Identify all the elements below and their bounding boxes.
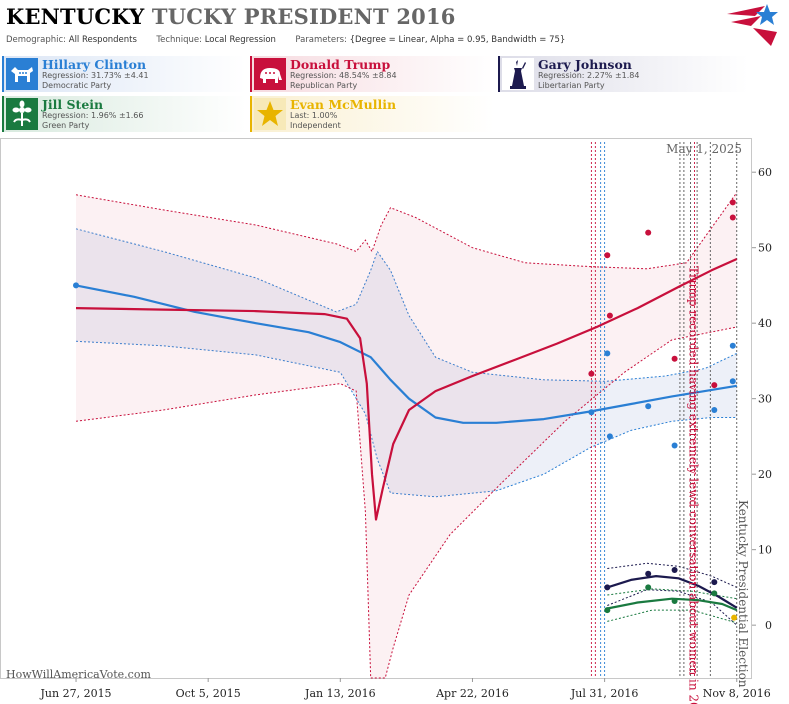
jill-stein-poll-point-1	[645, 584, 652, 591]
candidate-card-johnson: Gary Johnson Regression: 2.27% ±1.84 Lib…	[498, 56, 748, 92]
gary-johnson-poll-point-3	[711, 579, 718, 586]
candidate-card-trump: Donald Trump Regression: 48.54% ±8.84 Re…	[250, 56, 494, 92]
hillary-clinton-poll-point-2	[604, 350, 611, 357]
annotation-lewd-recording: Trump recorded having extremely lewd con…	[686, 266, 700, 704]
jill-stein-poll-point-3	[711, 590, 718, 597]
statue-of-liberty-icon	[502, 58, 534, 90]
page-title: KENTUCKY TUCKY PRESIDENT 2016	[6, 4, 456, 29]
technique-label: Technique:	[156, 35, 203, 45]
donald-trump-regression-line	[75, 257, 738, 521]
hillary-clinton-poll-point-7	[729, 342, 736, 349]
hillary-clinton-regression-line	[75, 284, 737, 424]
candidate-card-mcmullin: Evan McMullin Last: 1.00% Independent	[250, 96, 494, 132]
donald-trump-poll-point-7	[729, 214, 736, 221]
y-tick-label: 30	[758, 393, 772, 406]
candidate-name: Evan McMullin	[290, 97, 397, 112]
evan-mcmullin-poll-point-0	[731, 614, 738, 621]
candidate-party: Libertarian Party	[538, 81, 605, 90]
jill-stein-lower-bound	[607, 609, 737, 624]
title-state: KENTUCKY	[6, 4, 145, 29]
watermark: HowWillAmericaVote.com	[6, 668, 151, 681]
gary-johnson-poll-point-0	[604, 584, 611, 591]
demographic-value: All Respondents	[68, 35, 137, 45]
technique-value: Local Regression	[204, 35, 276, 45]
candidate-card-clinton: Hillary Clinton Regression: 31.73% ±4.41…	[2, 56, 246, 92]
annotation-election-day: Kentucky Presidential Election	[736, 500, 750, 688]
y-tick-label: 20	[758, 468, 772, 481]
candidate-party: Green Party	[42, 121, 90, 130]
gary-johnson-poll-point-2	[671, 567, 678, 573]
hillary-clinton-poll-point-4	[645, 403, 652, 410]
demographic-label: Demographic:	[6, 35, 67, 45]
hillary-clinton-lower-bound	[75, 340, 737, 498]
elephant-icon	[254, 58, 286, 90]
parameters-label: Parameters:	[295, 35, 347, 45]
candidate-party: Independent	[290, 121, 341, 130]
candidate-card-stein: Jill Stein Regression: 1.96% ±1.66 Green…	[2, 96, 246, 132]
hillary-clinton-poll-point-1	[588, 409, 595, 416]
donald-trump-poll-point-1	[604, 252, 611, 259]
x-tick-label: Nov 8, 2016	[703, 687, 771, 700]
candidate-regression: Regression: 2.27% ±1.84	[538, 71, 640, 80]
parameters-value: {Degree = Linear, Alpha = 0.95, Bandwidt…	[349, 35, 566, 45]
gary-johnson-lower-bound	[607, 589, 738, 626]
date-stamp: May 1, 2025	[666, 142, 742, 156]
polling-chart: 0 10 20 30 40 50 60 Jun 27, 2015 Oct 5, 2015 Jan…	[0, 138, 772, 704]
x-tick-label: Apr 22, 2016	[435, 687, 509, 700]
star-icon	[254, 98, 286, 130]
candidate-name: Gary Johnson	[538, 57, 632, 72]
donkey-icon	[6, 58, 38, 90]
header: KENTUCKY TUCKY PRESIDENT 2016 Demographi…	[0, 0, 789, 48]
x-tick-label: Jul 31, 2016	[570, 687, 639, 700]
hillary-clinton-poll-point-8	[729, 378, 736, 385]
y-tick-label: 10	[758, 544, 772, 557]
jill-stein-upper-bound	[607, 588, 737, 600]
hillary-clinton-poll-point-5	[671, 442, 678, 449]
y-tick-label: 50	[758, 242, 772, 255]
site-logo-icon	[727, 4, 778, 46]
plot-frame	[0, 138, 752, 679]
y-tick-label: 0	[765, 619, 772, 632]
hillary-clinton-poll-point-3	[606, 433, 613, 440]
candidate-regression: Regression: 1.96% ±1.66	[42, 111, 144, 120]
donald-trump-confidence-band	[76, 192, 737, 678]
donald-trump-poll-point-6	[729, 199, 736, 206]
x-tick-label: Oct 5, 2015	[176, 687, 241, 700]
donald-trump-poll-point-2	[606, 312, 613, 319]
donald-trump-poll-point-4	[671, 355, 678, 362]
parameters-line: Demographic: All Respondents Technique: …	[6, 35, 565, 45]
gary-johnson-regression-line	[606, 575, 738, 609]
donald-trump-poll-point-5	[711, 382, 718, 389]
jill-stein-poll-point-0	[604, 607, 611, 614]
candidate-party: Democratic Party	[42, 81, 112, 90]
candidate-regression: Regression: 31.73% ±4.41	[42, 71, 149, 80]
donald-trump-upper-bound	[75, 192, 738, 270]
candidate-name: Jill Stein	[42, 97, 104, 112]
flower-icon	[6, 98, 38, 130]
candidate-name: Hillary Clinton	[42, 57, 147, 72]
x-tick-label: Jan 13, 2016	[304, 687, 376, 700]
donald-trump-poll-point-0	[588, 370, 595, 377]
candidate-regression: Last: 1.00%	[290, 111, 338, 120]
hillary-clinton-poll-point-0	[73, 282, 79, 289]
candidate-party: Republican Party	[290, 81, 358, 90]
hillary-clinton-poll-point-6	[711, 407, 718, 413]
hillary-clinton-upper-bound	[75, 228, 738, 382]
x-tick-label: Jun 27, 2015	[40, 687, 112, 700]
y-tick-label: 40	[758, 317, 772, 330]
donald-trump-lower-bound	[75, 326, 737, 679]
jill-stein-regression-line	[607, 597, 738, 612]
candidate-regression: Regression: 48.54% ±8.84	[290, 71, 397, 80]
hillary-clinton-confidence-band	[76, 228, 737, 497]
y-tick-label: 60	[758, 166, 772, 179]
gary-johnson-poll-point-1	[645, 570, 652, 577]
title-rest: TUCKY PRESIDENT 2016	[151, 4, 456, 29]
jill-stein-poll-point-2	[671, 598, 678, 604]
candidate-name: Donald Trump	[290, 57, 391, 72]
donald-trump-poll-point-3	[645, 229, 652, 236]
